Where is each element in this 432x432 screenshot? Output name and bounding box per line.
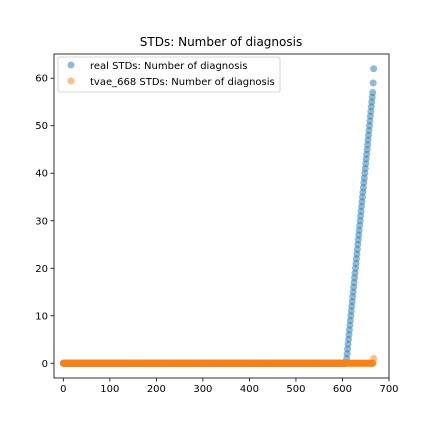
y-tick-label: 20 xyxy=(35,264,48,275)
plot-area xyxy=(60,65,377,367)
legend-label-tvae: tvae_668 STDs: Number of diagnosis xyxy=(90,77,275,88)
legend-marker-real xyxy=(68,62,75,69)
legend-label-real: real STDs: Number of diagnosis xyxy=(90,61,247,72)
data-point xyxy=(370,355,377,362)
y-tick-label: 30 xyxy=(35,216,48,227)
x-tick-label: 300 xyxy=(193,384,212,395)
y-tick-label: 60 xyxy=(35,74,48,85)
x-tick-label: 200 xyxy=(147,384,166,395)
data-point xyxy=(370,79,377,86)
series-0 xyxy=(60,65,377,367)
axes-frame xyxy=(54,54,389,378)
y-tick-label: 10 xyxy=(35,311,48,322)
x-tick-label: 600 xyxy=(333,384,352,395)
x-tick-label: 400 xyxy=(240,384,259,395)
legend-marker-tvae xyxy=(68,78,75,85)
x-tick-label: 500 xyxy=(286,384,305,395)
x-tick-label: 0 xyxy=(60,384,66,395)
y-tick-label: 40 xyxy=(35,169,48,180)
y-tick-label: 50 xyxy=(35,121,48,132)
data-point xyxy=(369,89,376,96)
data-point xyxy=(370,65,377,72)
chart-title: STDs: Number of diagnosis xyxy=(140,35,302,49)
series-1 xyxy=(60,355,377,367)
legend: real STDs: Number of diagnosis tvae_668 … xyxy=(58,57,280,92)
x-tick-label: 700 xyxy=(379,384,398,395)
y-axis: 0 10 20 30 40 50 60 xyxy=(35,74,54,370)
x-axis: 0 100 200 300 400 500 600 700 xyxy=(60,378,398,395)
y-tick-label: 0 xyxy=(42,359,48,370)
x-tick-label: 100 xyxy=(100,384,119,395)
